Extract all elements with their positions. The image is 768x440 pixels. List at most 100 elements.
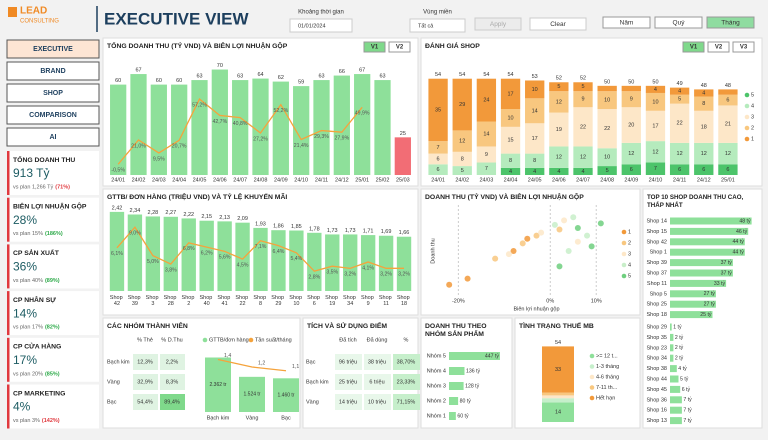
bar-value-label: 63 [318, 74, 324, 80]
nav-label[interactable]: SHOP [43, 90, 63, 97]
line-value-label: 6,8% [183, 246, 195, 252]
button-label[interactable]: Apply [490, 21, 507, 28]
total-label: 54 [459, 72, 465, 78]
line-value-label: 49,9% [355, 111, 370, 117]
toggle-label[interactable]: V2 [715, 45, 723, 51]
toggle[interactable] [707, 41, 730, 53]
segment-label: 9 [485, 152, 488, 158]
toggle[interactable] [388, 41, 411, 53]
nav-label[interactable]: EXECUTIVE [33, 46, 73, 53]
bar [171, 84, 188, 175]
period-button[interactable] [654, 16, 703, 29]
line [217, 358, 287, 372]
table-cell [393, 374, 420, 390]
y-tick-label: Shop 16 [647, 408, 668, 414]
bar-value-label: 67 [135, 68, 141, 74]
bar-segment [525, 167, 545, 175]
line-value-label: 21,0% [131, 143, 146, 149]
bar-segment [500, 153, 521, 168]
x-tick-label: 24/09 [274, 177, 288, 183]
nav-button[interactable] [6, 61, 100, 81]
period-label[interactable]: Quý [673, 20, 686, 27]
toggle-label[interactable]: V1 [690, 45, 698, 51]
period-label[interactable]: Tháng [721, 20, 740, 27]
nav-label[interactable]: BRAND [40, 68, 65, 75]
point [597, 220, 604, 227]
bar [449, 352, 500, 360]
bar [271, 230, 286, 291]
logo-subtext: CONSULTING [20, 19, 59, 25]
bar-segment [573, 167, 593, 175]
bar-segment [428, 141, 448, 154]
x-tick-label: Shop 6 [307, 295, 321, 307]
segment-label: 6 [726, 98, 729, 104]
legend-swatch [744, 103, 750, 109]
bar-segment [549, 82, 569, 92]
nav-button[interactable] [6, 105, 100, 125]
line-value-label: 40,8% [233, 121, 248, 127]
button[interactable] [474, 17, 522, 31]
filter-value[interactable]: 01/01/2024 [298, 23, 326, 29]
point [510, 248, 517, 254]
period-label[interactable]: Năm [620, 20, 634, 27]
x-tick-label: 24/03 [480, 177, 494, 183]
nav-label[interactable]: COMPARISON [29, 112, 77, 119]
bar-segment [669, 164, 690, 175]
filter-value[interactable]: Tất cả [418, 23, 434, 29]
toggle[interactable] [682, 41, 705, 53]
legend-swatch [621, 262, 627, 268]
bar-segment [645, 92, 666, 111]
logo-text: LEAD [20, 6, 47, 17]
kpi-card [7, 151, 99, 195]
x-tick-label: 24/10 [649, 177, 663, 183]
segment-label: 9 [630, 97, 633, 103]
line-value-label: 4,1% [362, 265, 374, 271]
y-tick-label: Shop 39 [647, 260, 668, 266]
bar-segment [645, 110, 666, 142]
nav-button[interactable] [6, 39, 100, 59]
toggle[interactable] [732, 41, 755, 53]
table-cell-text: 23,33% [397, 379, 416, 385]
button-label[interactable]: Clear [550, 21, 566, 28]
y-tick-label: Shop 5 [650, 291, 667, 297]
kpi-card [7, 244, 99, 289]
y-tick-label: Shop 25 [647, 302, 668, 308]
bar-segment [452, 166, 472, 175]
bar [670, 238, 745, 246]
x-tick-label: Bạch kim [207, 415, 230, 421]
bar-value-label: 63 [237, 74, 243, 80]
line-value-label: 6,1% [111, 251, 123, 257]
point [556, 263, 563, 270]
bar [670, 333, 674, 341]
button[interactable] [529, 17, 587, 31]
bar-segment [500, 78, 521, 110]
bar [333, 75, 350, 175]
filter-box[interactable] [409, 18, 466, 33]
bar-segment [718, 94, 738, 106]
bar-value-label: 63 [196, 74, 202, 80]
bar-segment [525, 123, 545, 154]
bar-value-label: 2,34 [130, 208, 141, 214]
filter-box[interactable] [289, 18, 353, 33]
legend-swatch [589, 374, 595, 380]
table-cell [393, 354, 420, 370]
toggle-label[interactable]: V2 [396, 45, 404, 51]
nav-button[interactable] [6, 83, 100, 103]
toggle-label[interactable]: V1 [371, 45, 379, 51]
period-button[interactable] [602, 16, 651, 29]
line-value-label: 6,2% [201, 250, 213, 256]
segment-label: 7 [437, 145, 440, 151]
bar-segment [597, 85, 617, 92]
segment-label: 12 [652, 149, 658, 155]
period-button[interactable] [706, 16, 755, 29]
table-cell-text: 96 triệu [339, 359, 357, 365]
toggle-label[interactable]: V3 [740, 45, 748, 51]
bar-segment [525, 98, 545, 124]
nav-label[interactable]: AI [50, 134, 57, 141]
bar-value-label: 48 tỷ [739, 217, 751, 224]
nav-button[interactable] [6, 127, 100, 147]
toggle[interactable] [363, 41, 386, 53]
table-cell-text: 8,3% [166, 379, 179, 385]
